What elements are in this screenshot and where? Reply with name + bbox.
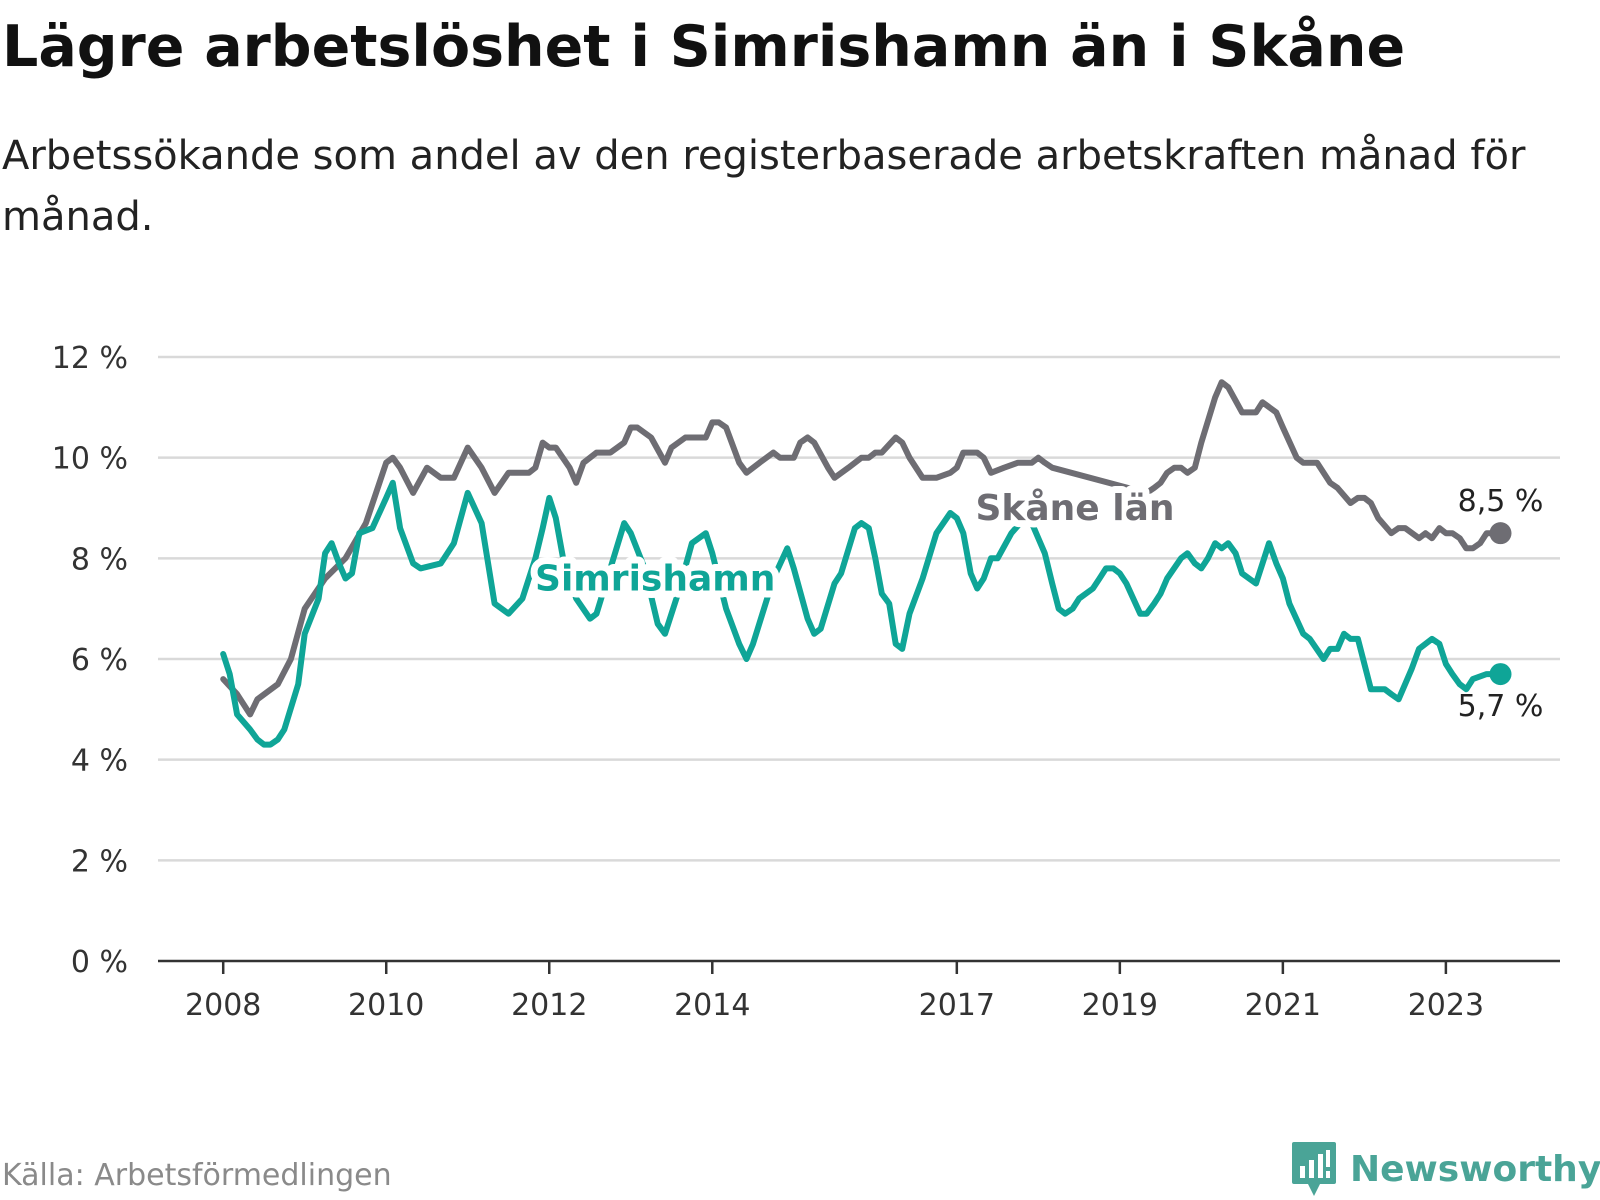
chart-subtitle: Arbetssökande som andel av den registerb… — [2, 133, 1526, 240]
end-label-skane: 8,5 % — [1458, 484, 1544, 519]
end-point-skane — [1489, 522, 1512, 545]
x-tick-label: 2023 — [1408, 988, 1484, 1023]
x-tick-label: 2010 — [348, 988, 424, 1023]
x-tick-label: 2017 — [919, 988, 995, 1023]
series-lines — [220, 379, 1512, 748]
y-tick-label: 6 % — [71, 643, 128, 678]
gridlines — [158, 355, 1560, 862]
brand-logo: Newsworthy — [1290, 1140, 1600, 1198]
y-tick-label: 4 % — [71, 744, 128, 779]
series-label-skane: Skåne län — [975, 488, 1174, 529]
x-tick-label: 2019 — [1082, 988, 1158, 1023]
y-axis-ticks: 0 % 2 % 4 % 6 % 8 % 10 % 12 % — [52, 341, 128, 980]
series-line-simrishamn — [220, 479, 1504, 748]
end-point-simrishamn — [1489, 663, 1512, 686]
end-label-simrishamn: 5,7 % — [1458, 689, 1544, 724]
x-axis-ticks: 2008 2010 2012 2014 2017 2019 2021 2023 — [185, 961, 1484, 1023]
series-label-simrishamn: Simrishamn — [535, 558, 775, 599]
x-tick-label: 2014 — [674, 988, 750, 1023]
brand-name: Newsworthy — [1350, 1148, 1600, 1190]
y-tick-label: 2 % — [71, 844, 128, 879]
source-note: Källa: Arbetsförmedlingen — [2, 1158, 392, 1193]
y-tick-label: 0 % — [71, 945, 128, 980]
newsworthy-icon — [1292, 1142, 1336, 1196]
y-tick-label: 12 % — [52, 341, 128, 376]
x-tick-label: 2012 — [511, 988, 587, 1023]
chart-title: Lägre arbetslöshet i Simrishamn än i Skå… — [2, 14, 1406, 80]
x-tick-label: 2008 — [185, 988, 261, 1023]
line-chart: 0 % 2 % 4 % 6 % 8 % 10 % 12 % 2008 2010 2012 2014… — [52, 341, 1560, 1023]
series-line-skane — [220, 379, 1504, 718]
y-tick-label: 10 % — [52, 442, 128, 477]
series-labels: Skåne län Simrishamn 8,5 % 5,7 % — [528, 481, 1544, 724]
y-tick-label: 8 % — [71, 542, 128, 577]
x-tick-label: 2021 — [1245, 988, 1321, 1023]
